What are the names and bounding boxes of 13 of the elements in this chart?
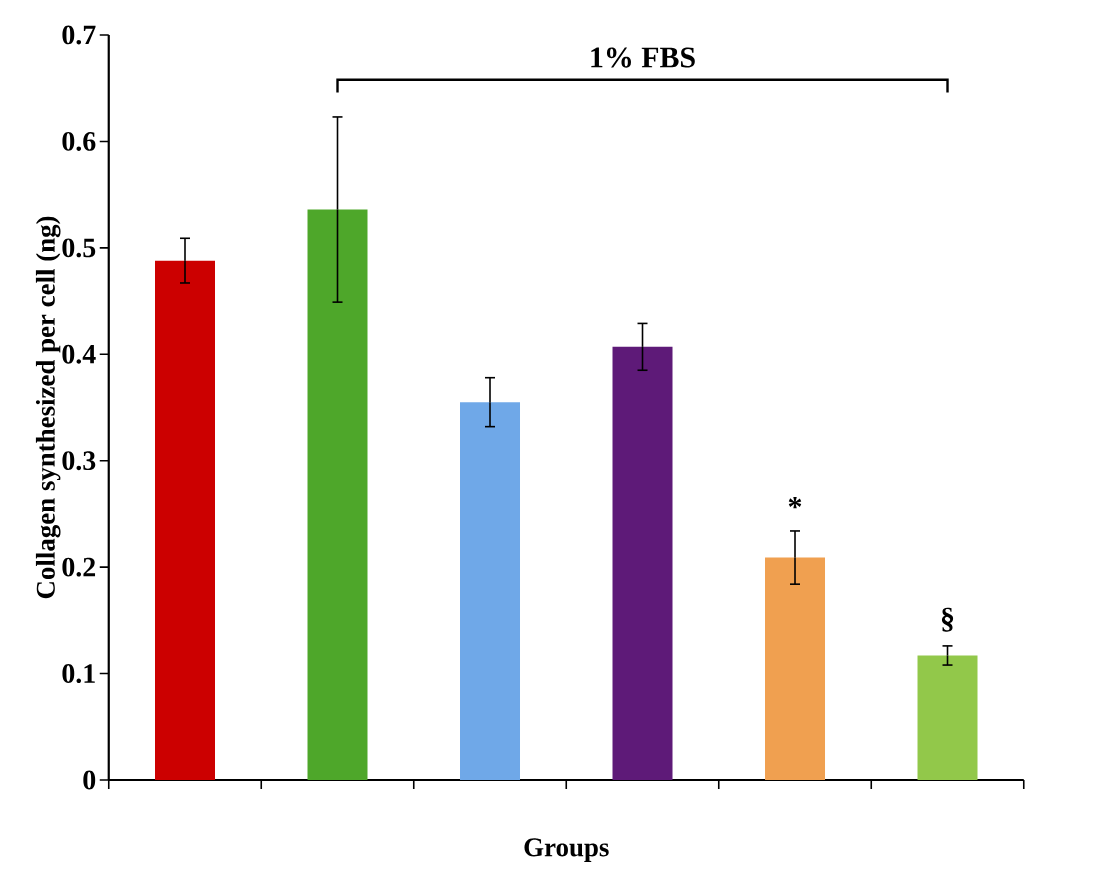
y-tick-label: 0.4 [62, 344, 96, 364]
x-axis-title: Groups [524, 838, 609, 862]
y-tick-label: 0.7 [62, 25, 96, 45]
y-tick-label: 0.6 [62, 131, 96, 151]
annotation: § [941, 607, 954, 632]
y-tick-label: 0.2 [62, 557, 96, 577]
y-axis-title: Collagen synthesized per cell (ng) [35, 216, 61, 599]
annotation: * [788, 497, 802, 509]
y-tick-label: 0.3 [62, 451, 96, 471]
annotation: 1% FBS [591, 47, 695, 68]
y-tick-label: 0.5 [62, 238, 96, 258]
y-tick-label: 0 [83, 770, 96, 790]
y-tick-label: 0.1 [62, 664, 95, 684]
